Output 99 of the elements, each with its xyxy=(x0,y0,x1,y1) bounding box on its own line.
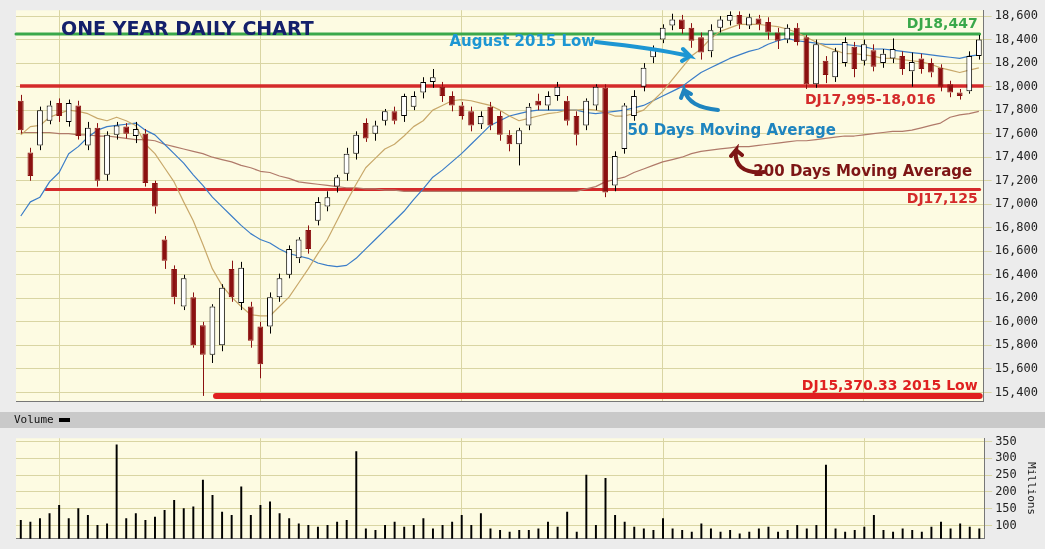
candlestick xyxy=(401,93,407,123)
y-tick-label: 17,800 xyxy=(994,102,1039,117)
candlestick xyxy=(784,23,791,44)
candlestick xyxy=(736,10,743,30)
candlestick xyxy=(602,83,609,198)
candlestick xyxy=(516,127,522,166)
candlestick xyxy=(889,37,896,64)
y-tick-label: 18,600 xyxy=(994,8,1039,23)
y-tick-label: 100 xyxy=(995,517,1017,532)
candlestick xyxy=(841,36,848,68)
y-tick-label: 200 xyxy=(995,483,1017,498)
candlestick xyxy=(372,120,379,142)
candlestick xyxy=(611,150,618,192)
candlestick xyxy=(928,57,934,78)
candlestick xyxy=(477,110,484,130)
candlestick xyxy=(257,321,264,379)
y-tick-label: 16,400 xyxy=(994,266,1039,281)
chart-title: ONE YEAR DAILY CHART xyxy=(61,16,314,39)
candlestick xyxy=(899,50,906,76)
candlestick xyxy=(353,130,359,161)
ref-line-label: DJ18,447 xyxy=(906,14,978,31)
candlestick xyxy=(65,99,72,128)
candlestick xyxy=(774,27,781,50)
candlestick xyxy=(429,68,436,89)
candlestick xyxy=(813,39,819,89)
candlestick xyxy=(37,106,43,151)
candlestick xyxy=(84,121,91,151)
candlestick xyxy=(152,180,158,215)
candlestick xyxy=(56,97,62,123)
y-tick-label: 250 xyxy=(995,467,1017,482)
candlestick xyxy=(439,81,446,103)
candlestick xyxy=(295,236,302,264)
candlestick xyxy=(75,100,82,141)
candlestick xyxy=(104,130,110,182)
candlestick xyxy=(123,122,130,139)
y-tick-label: 16,600 xyxy=(994,243,1039,258)
y-tick-label: 15,800 xyxy=(994,337,1039,352)
candlestick xyxy=(880,48,886,69)
candlestick xyxy=(832,47,839,83)
candlestick xyxy=(267,291,273,335)
y-tick-label: 16,200 xyxy=(994,290,1039,305)
candlestick xyxy=(717,15,724,34)
candlestick xyxy=(314,196,321,226)
y-tick-label: 300 xyxy=(995,450,1017,465)
candlestick xyxy=(678,14,685,35)
candlestick xyxy=(583,97,589,131)
y-tick-label: 18,200 xyxy=(994,55,1039,70)
candlestick xyxy=(592,83,599,111)
y-tick-label: 17,400 xyxy=(994,149,1039,164)
candlestick xyxy=(765,16,771,41)
candlestick xyxy=(544,90,551,111)
candlestick xyxy=(17,94,24,135)
annotation: 50 Days Moving Average xyxy=(627,120,836,139)
candlestick xyxy=(746,13,752,30)
candlestick xyxy=(564,95,570,126)
candlestick xyxy=(171,264,177,305)
candlestick xyxy=(199,321,206,397)
band-label: DJ17,995-18,016 xyxy=(804,90,936,107)
ref-line-label: DJ15,370.33 2015 Low xyxy=(801,376,978,393)
candlestick xyxy=(132,121,139,144)
annotation: August 2015 Low xyxy=(449,31,596,50)
candlestick xyxy=(190,291,197,349)
candlestick xyxy=(851,41,858,78)
candlestick xyxy=(496,110,503,142)
ref-line-label: DJ17,125 xyxy=(906,190,978,207)
candlestick xyxy=(631,89,637,122)
y-axis-title: Millions xyxy=(1024,462,1038,515)
candlestick xyxy=(975,34,982,61)
y-tick-label: 18,000 xyxy=(994,78,1039,93)
candlestick xyxy=(420,76,427,99)
y-tick-label: 15,400 xyxy=(994,384,1039,399)
candlestick xyxy=(908,52,915,88)
candlestick xyxy=(142,128,149,188)
candlestick xyxy=(698,32,704,61)
candlestick xyxy=(449,90,455,112)
candlestick xyxy=(362,117,369,143)
y-tick-label: 17,600 xyxy=(994,125,1039,140)
y-tick-label: 18,400 xyxy=(994,31,1039,46)
candlestick xyxy=(247,301,254,349)
candlestick xyxy=(324,190,331,212)
y-tick-label: 350 xyxy=(995,433,1017,448)
y-tick-label: 16,800 xyxy=(994,219,1039,234)
candlestick xyxy=(305,224,312,255)
y-tick-label: 150 xyxy=(995,500,1017,515)
candlestick xyxy=(286,244,292,279)
y-tick-label: 17,200 xyxy=(994,172,1039,187)
candlestick xyxy=(468,106,474,132)
y-tick-label: 15,600 xyxy=(994,361,1039,375)
candlestick xyxy=(487,101,494,131)
candlestick xyxy=(554,81,561,102)
candlestick xyxy=(726,10,733,26)
candlestick xyxy=(659,23,666,44)
y-tick-label: 16,000 xyxy=(994,313,1039,328)
candlestick xyxy=(793,22,800,46)
candlestick xyxy=(966,50,973,95)
y-tick-label: 17,000 xyxy=(994,196,1039,211)
candlestick xyxy=(238,261,245,311)
legend-label: Volume xyxy=(14,413,54,426)
candlestick xyxy=(27,147,34,182)
